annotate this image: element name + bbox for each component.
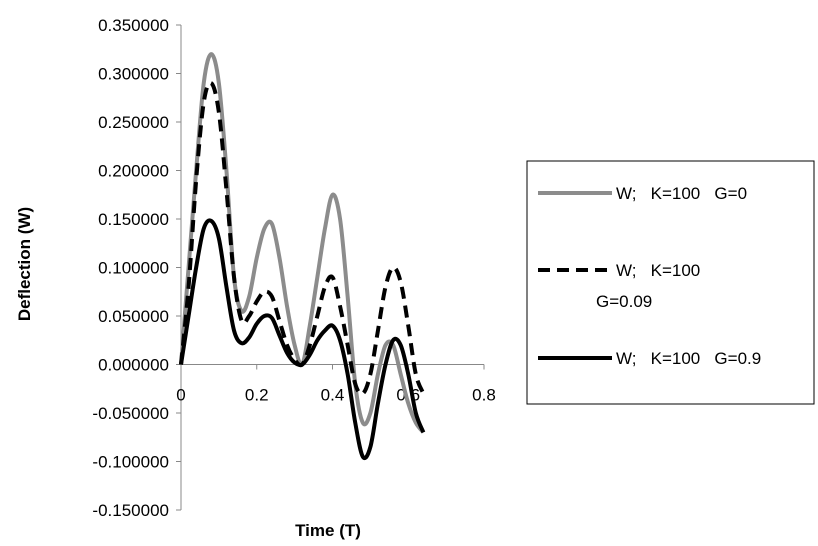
series-lines	[179, 52, 426, 461]
y-tick-labels: -0.150000 -0.100000 -0.050000 0.000000 0.050…	[92, 16, 169, 520]
legend-box	[526, 160, 815, 405]
y-tick-label: 0.250000	[98, 113, 169, 132]
x-tick-labels: 0 0.2 0.4 0.6 0.8	[176, 386, 496, 405]
y-tick-label: -0.100000	[92, 453, 169, 472]
x-tick-label: 0.8	[472, 386, 496, 405]
y-tick-label: -0.050000	[92, 404, 169, 423]
x-axis-title: Time (T)	[295, 521, 361, 540]
x-tick-label: 0	[176, 386, 185, 405]
y-axis-title: Deflection (W)	[15, 207, 34, 321]
axes	[176, 24, 485, 511]
y-tick-label: 0.350000	[98, 16, 169, 35]
y-tick-label: 0.100000	[98, 259, 169, 278]
legend-label-1: W; K=100 G=0	[616, 184, 747, 203]
legend-label-2: G=0.09	[596, 292, 652, 311]
legend-label-3: W; K=100 G=0.9	[616, 349, 761, 368]
y-tick-label: 0.200000	[98, 162, 169, 181]
legend: W; K=100 G=0 W; K=100 G=0.09 W; K=100 G=0.9	[526, 160, 815, 405]
legend-label-2: W; K=100	[616, 261, 700, 280]
x-tick-label: 0.2	[245, 386, 269, 405]
y-tick-label: 0.050000	[98, 307, 169, 326]
legend-items: W; K=100 G=0 W; K=100 G=0.09 W; K=100 G=0.9	[538, 184, 761, 368]
y-tick-label: 0.300000	[98, 65, 169, 84]
y-tick-label: 0.150000	[98, 210, 169, 229]
x-tick-label: 0.4	[321, 386, 345, 405]
y-tick-label: -0.150000	[92, 501, 169, 520]
y-tick-label: 0.000000	[98, 356, 169, 375]
series-line-3	[179, 218, 426, 461]
